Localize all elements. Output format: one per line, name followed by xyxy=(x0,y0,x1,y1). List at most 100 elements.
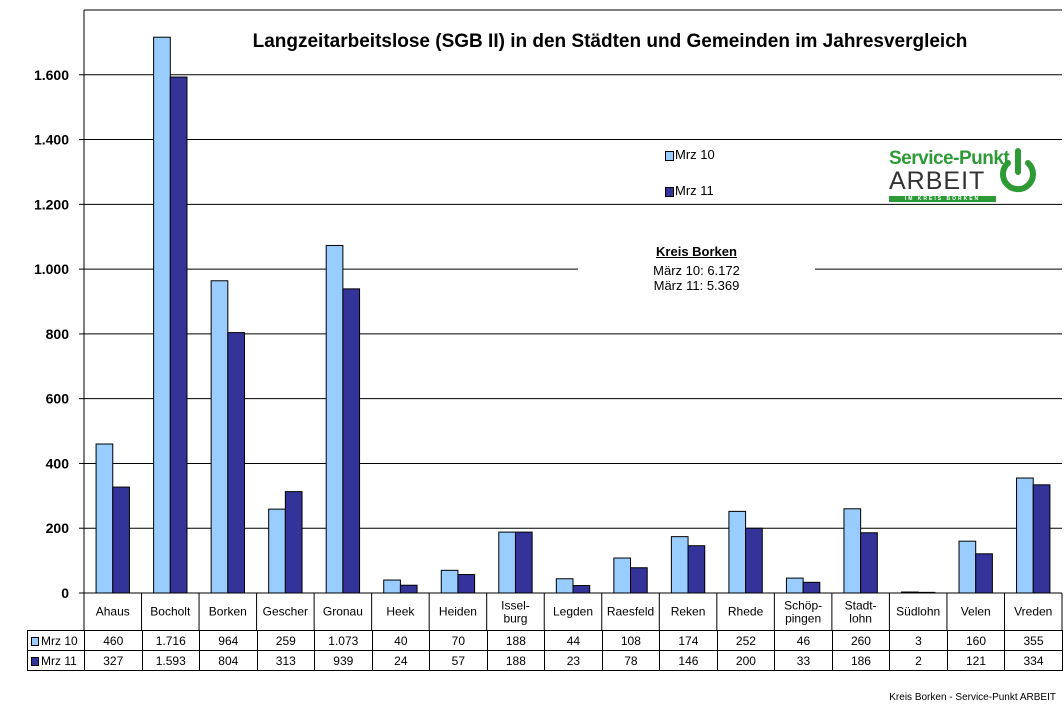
data-label: 44 xyxy=(544,630,603,651)
x-tick-label: Heek xyxy=(386,605,415,619)
service-punkt-arbeit-logo: Service-Punkt ARBEIT IM KREIS BORKEN xyxy=(880,143,1040,203)
footer-credit: Kreis Borken - Service-Punkt ARBEIT xyxy=(889,692,1056,703)
logo-text-kreis-borken: IM KREIS BORKEN xyxy=(889,196,996,202)
bar-mrz11 xyxy=(572,585,591,594)
data-label: 313 xyxy=(256,650,316,671)
data-label: 1.073 xyxy=(314,630,373,651)
y-tick-label: 1.400 xyxy=(34,132,69,148)
data-label: 188 xyxy=(486,650,546,671)
data-label: 804 xyxy=(199,650,258,671)
x-tick-label: Bocholt xyxy=(150,605,191,619)
bar-mrz10 xyxy=(670,536,689,594)
bar-mrz11 xyxy=(630,567,648,594)
bar-mrz11 xyxy=(399,584,418,594)
bar-mrz11 xyxy=(975,553,993,594)
legend-label-mrz10: Mrz 10 xyxy=(675,147,715,162)
power-icon xyxy=(1000,148,1036,193)
data-label: 3 xyxy=(889,630,948,651)
legend-swatch-mrz10 xyxy=(665,151,674,161)
bar-mrz11 xyxy=(284,491,303,594)
y-tick-label: 200 xyxy=(46,520,70,536)
bar-mrz11 xyxy=(112,486,130,594)
data-label: 1.593 xyxy=(141,650,201,671)
x-tick-label: Borken xyxy=(209,605,247,619)
logo-text-service-punkt: Service-Punkt xyxy=(889,148,1010,169)
data-label: 259 xyxy=(256,630,316,651)
bar-mrz10 xyxy=(613,557,632,594)
bar-mrz10 xyxy=(785,577,804,594)
data-label: 186 xyxy=(831,650,891,671)
legend: Mrz 10 Mrz 11 xyxy=(655,145,730,201)
bar-mrz10 xyxy=(325,244,344,594)
data-label: 1.716 xyxy=(141,630,201,651)
data-label: 57 xyxy=(429,650,488,671)
bar-mrz11 xyxy=(745,527,763,594)
y-tick-label: 1.600 xyxy=(34,67,69,83)
x-tick-label: Legden xyxy=(553,605,593,619)
x-tick-label: Südlohn xyxy=(896,605,940,619)
data-label: 188 xyxy=(486,630,546,651)
data-label: 334 xyxy=(1004,650,1063,671)
bar-mrz10 xyxy=(958,540,977,594)
row-header-mrz11: Mrz 11 xyxy=(27,650,85,671)
bar-mrz10 xyxy=(440,569,459,594)
logo-text-arbeit: ARBEIT xyxy=(889,167,986,195)
bar-mrz11 xyxy=(687,545,706,594)
bar-mrz10 xyxy=(383,579,401,594)
y-tick-label: 1.200 xyxy=(34,196,69,212)
data-label: 46 xyxy=(774,630,833,651)
data-label: 70 xyxy=(429,630,488,651)
data-table-row-mrz10: Mrz 10 460 1.716 964 259 1.073 40 70 188 44 108 17… xyxy=(27,630,1063,651)
x-tick-label: Heiden xyxy=(439,605,477,619)
bar-mrz11 xyxy=(342,288,361,594)
info-line-maerz11: März 11: 5.369 xyxy=(653,278,740,293)
x-tick-label: Raesfeld xyxy=(607,605,654,619)
bar-mrz11 xyxy=(860,532,878,594)
data-label: 146 xyxy=(659,650,718,671)
bar-mrz10 xyxy=(728,510,747,594)
data-label: 23 xyxy=(544,650,603,671)
bar-mrz10 xyxy=(95,443,114,594)
x-tick-label: Reken xyxy=(671,605,706,619)
data-label: 78 xyxy=(601,650,661,671)
y-tick-label: 400 xyxy=(46,455,70,471)
data-label: 200 xyxy=(716,650,776,671)
x-tick-label: Velen xyxy=(961,605,991,619)
row-label-mrz10: Mrz 10 xyxy=(41,633,78,648)
data-label: 174 xyxy=(659,630,718,651)
data-label: 964 xyxy=(199,630,258,651)
x-tick-label: Gescher xyxy=(263,605,308,619)
y-tick-label: 600 xyxy=(46,391,70,407)
legend-swatch-mrz11 xyxy=(665,187,674,197)
data-label: 121 xyxy=(946,650,1006,671)
x-tick-label: Rhede xyxy=(728,605,764,619)
bar-mrz10 xyxy=(1016,477,1034,594)
x-tick-label: Ahaus xyxy=(96,605,130,619)
bar-mrz11 xyxy=(169,76,188,594)
y-tick-label: 800 xyxy=(46,326,70,342)
x-tick-label: Gronau xyxy=(323,605,363,619)
data-label: 460 xyxy=(84,630,143,651)
x-tick-label: Schöp-pingen xyxy=(784,599,822,626)
bar-mrz10 xyxy=(498,531,516,594)
y-tick-label: 1.000 xyxy=(34,261,69,277)
data-label: 355 xyxy=(1004,630,1063,651)
data-label: 260 xyxy=(831,630,891,651)
data-label: 24 xyxy=(371,650,431,671)
row-swatch-mrz11 xyxy=(31,656,39,666)
row-header-mrz10: Mrz 10 xyxy=(27,630,85,651)
bar-mrz10 xyxy=(843,508,862,594)
data-label: 108 xyxy=(601,630,661,651)
bar-mrz10 xyxy=(555,578,574,594)
bar-mrz10 xyxy=(153,36,171,594)
bar-mrz10 xyxy=(268,508,286,594)
data-label: 327 xyxy=(84,650,143,671)
y-tick-label: 0 xyxy=(61,585,69,601)
bar-mrz10 xyxy=(210,280,229,594)
chart-title: Langzeitarbeitslose (SGB II) in den Städ… xyxy=(252,31,968,52)
data-label: 2 xyxy=(889,650,948,671)
row-swatch-mrz10 xyxy=(31,636,39,646)
x-tick-label: Stadt-lohn xyxy=(845,599,877,626)
bar-mrz11 xyxy=(457,574,476,594)
info-heading: Kreis Borken xyxy=(656,244,737,259)
